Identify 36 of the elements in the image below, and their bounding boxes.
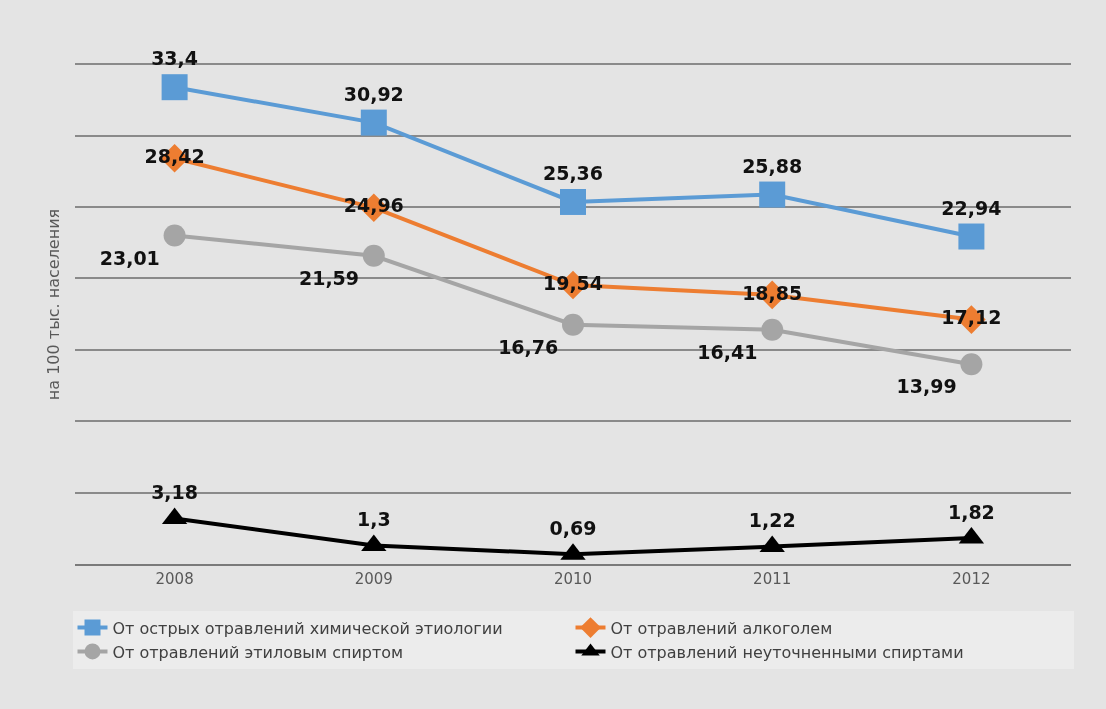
point [562,313,584,336]
data-label: 24,96 [343,194,404,217]
point [960,353,983,376]
point [362,244,385,267]
data-label: 0,69 [549,516,597,539]
x-tick-label: 2010 [553,570,593,588]
data-label: 30,92 [343,82,404,105]
x-tick-label: 2011 [753,570,792,588]
data-label: 16,76 [498,335,559,358]
data-label: 21,59 [298,266,360,289]
data-label: 25,88 [742,154,803,177]
legend-label: От отравлений алкоголем [610,618,833,638]
legend-label: От отравлений неуточненными спиртами [610,642,964,662]
x-tick-label: 2009 [354,570,393,588]
legend-label: От острых отравлений химической этиологии [112,618,503,638]
point [759,181,786,208]
data-label: 25,36 [542,161,604,184]
data-label: 22,94 [941,196,1002,219]
x-tick-label: 2008 [155,570,194,588]
y-axis-title: на 100 тыс. населения [43,208,63,401]
x-tick-label: 2012 [952,570,991,588]
point [163,224,186,247]
point [761,318,784,341]
point [958,223,985,250]
point [360,109,387,136]
data-label: 1,22 [748,509,796,532]
legend-label: От отравлений этиловым спиртом [112,642,404,662]
data-label: 1,3 [356,507,391,530]
data-label: 3,18 [151,481,199,504]
point [161,74,188,101]
data-label: 23,01 [99,246,160,269]
point [560,188,586,215]
data-label: 1,82 [947,500,995,523]
data-label: 33,4 [151,47,199,70]
data-label: 16,41 [697,340,758,363]
data-label: 13,99 [896,375,957,398]
